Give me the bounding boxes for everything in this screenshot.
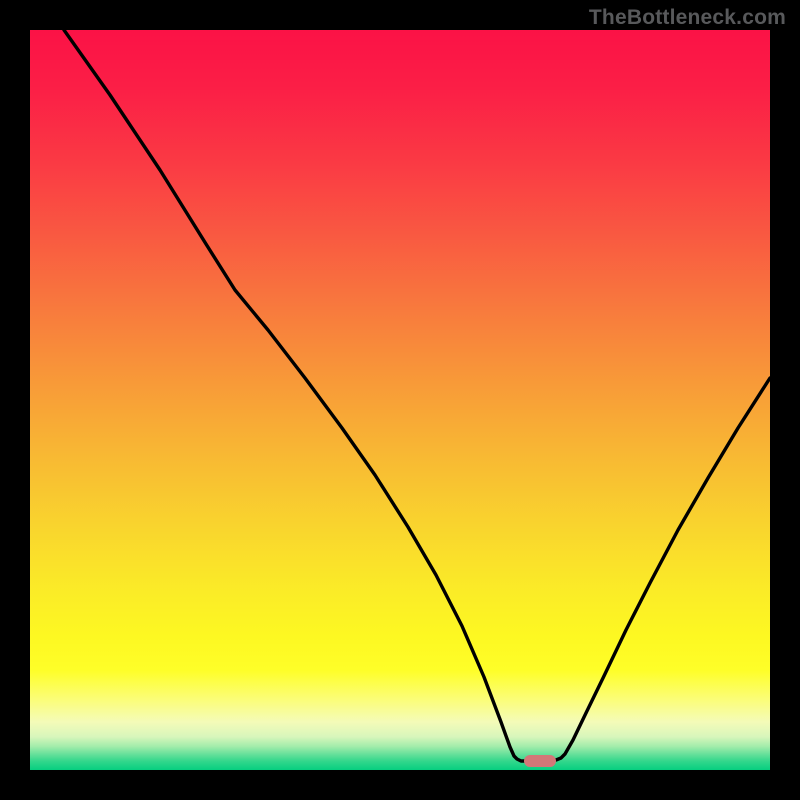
bottleneck-curve [30,30,770,770]
plot-area [30,30,770,770]
chart-frame: TheBottleneck.com [0,0,800,800]
optimal-point-marker [524,755,556,767]
watermark-label: TheBottleneck.com [589,6,786,30]
